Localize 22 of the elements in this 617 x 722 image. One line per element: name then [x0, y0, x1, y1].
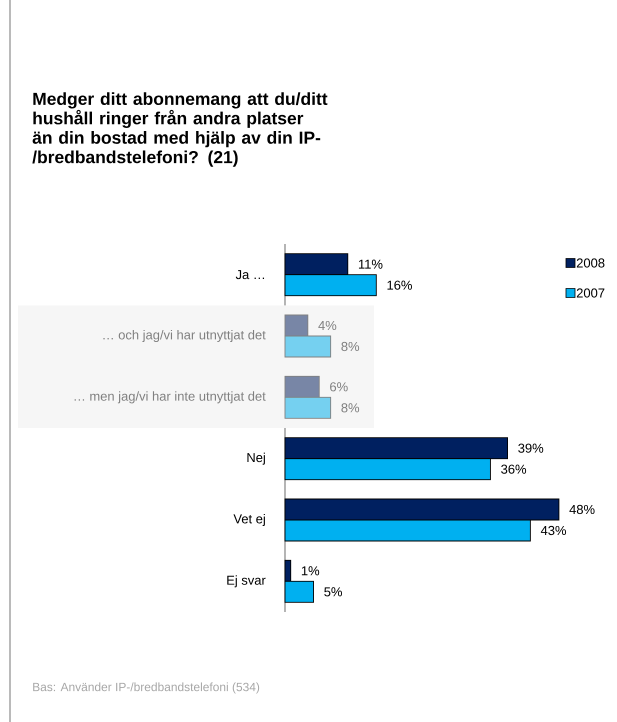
- text: Bas: Använder IP-/bredbandstelefoni (534): [33, 682, 260, 694]
- y-tick-label: … och jag/vi har utnyttjat det: [103, 330, 266, 342]
- data-label: 43%: [540, 526, 566, 536]
- legend-label: 2007: [576, 288, 604, 298]
- data-label: 48%: [569, 504, 595, 514]
- data-label: 4%: [318, 320, 336, 330]
- y-tick-label: Vet ej: [233, 514, 265, 526]
- data-label: 16%: [387, 280, 412, 290]
- y-tick-label: Ej svar: [227, 575, 266, 588]
- data-label: 8%: [341, 342, 360, 352]
- data-label: 11%: [358, 260, 382, 269]
- legend-label: 2008: [576, 258, 604, 268]
- y-tick-label: … men jag/vi har inte utnyttjat det: [74, 391, 266, 404]
- data-label: 36%: [501, 464, 526, 474]
- data-label: 6%: [330, 382, 348, 392]
- y-tick-label: Nej: [247, 452, 265, 465]
- chart-title: Medger ditt abonnemang att du/ditt hushåll ringer från andra platser än din bostad med hjälp av din IP-/bredbandstelefoni? (21): [32, 92, 328, 167]
- data-label: 1%: [302, 566, 320, 576]
- data-label: 39%: [518, 444, 544, 453]
- data-label: 5%: [324, 587, 342, 596]
- data-label: 8%: [341, 403, 360, 412]
- y-tick-label: Ja …: [236, 270, 264, 280]
